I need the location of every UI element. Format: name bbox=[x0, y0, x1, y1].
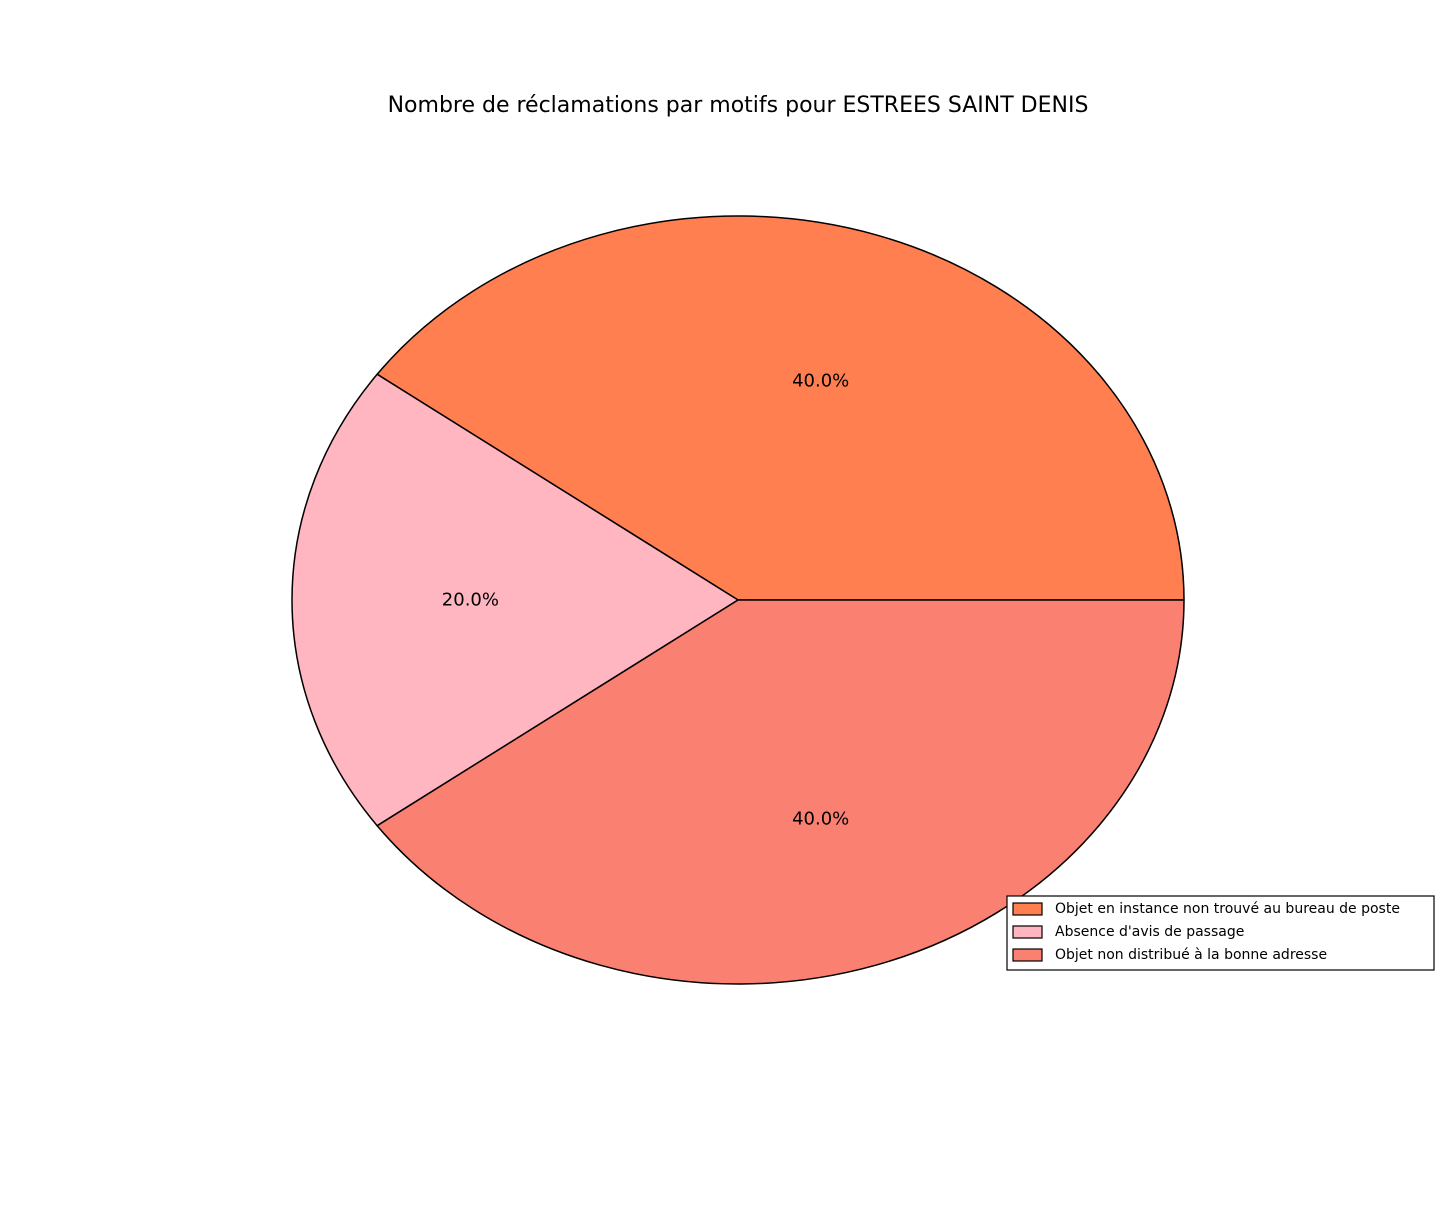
slice-percent-label: 40.0% bbox=[792, 370, 849, 391]
pie-slice bbox=[291, 373, 739, 827]
legend-frame bbox=[1006, 895, 1435, 971]
pie-slice bbox=[376, 215, 1185, 601]
pie-slice bbox=[376, 599, 1185, 985]
legend-swatch bbox=[1012, 902, 1043, 916]
slice-percent-label: 40.0% bbox=[792, 809, 849, 830]
legend: Objet en instance non trouvé au bureau d… bbox=[1006, 895, 1435, 971]
slice-percent-label: 20.0% bbox=[442, 590, 499, 611]
legend-label: Absence d'avis de passage bbox=[1055, 924, 1244, 940]
legend-label: Objet en instance non trouvé au bureau d… bbox=[1055, 901, 1400, 917]
legend-swatch bbox=[1012, 948, 1043, 962]
pie-slices bbox=[291, 215, 1185, 985]
legend-swatch bbox=[1012, 925, 1043, 939]
chart-title: Nombre de réclamations par motifs pour E… bbox=[388, 93, 1089, 118]
legend-label: Objet non distribué à la bonne adresse bbox=[1055, 947, 1327, 963]
pie-percent-labels: 40.0% 20.0% 40.0% bbox=[442, 370, 849, 829]
